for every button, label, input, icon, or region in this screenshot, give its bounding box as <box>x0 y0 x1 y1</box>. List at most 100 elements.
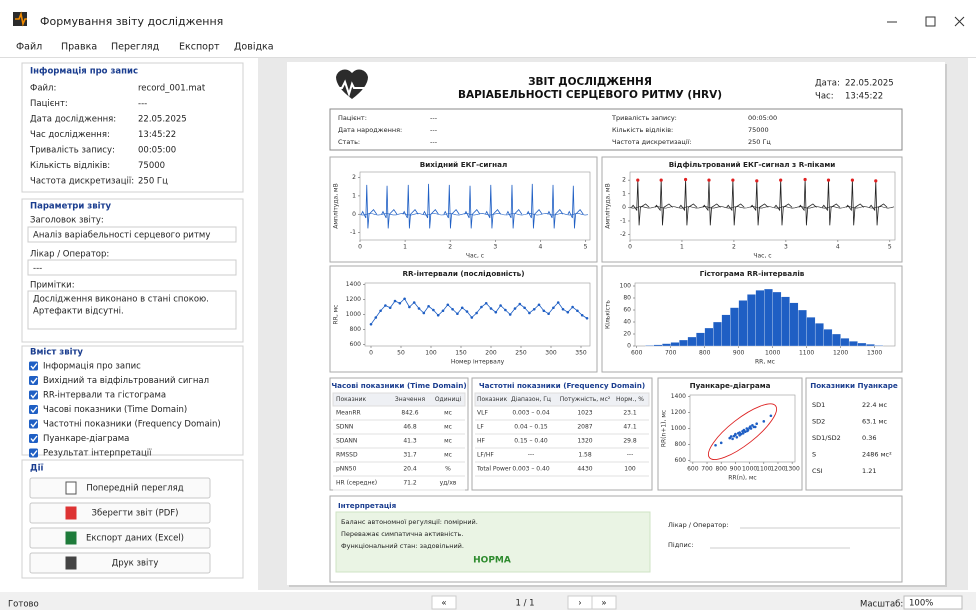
x-tick-label: 300 <box>545 350 557 357</box>
table-cell: 0.15 – 0.40 <box>514 438 548 445</box>
checkbox[interactable] <box>29 448 38 458</box>
x-tick-label: 250 <box>515 350 527 357</box>
table-header: Показник <box>336 396 366 403</box>
y-tick-label: 600 <box>350 341 362 348</box>
field-value: Дослідження виконано в стані спокою. <box>33 295 209 305</box>
rr-point <box>585 316 589 320</box>
report-info-value: 00:05:00 <box>748 114 777 122</box>
rr-point <box>576 309 579 313</box>
field-value: --- <box>33 264 42 274</box>
rr-point <box>446 303 450 307</box>
poincare-metrics-panel <box>805 377 903 491</box>
button-icon <box>65 556 77 570</box>
table-cell: 1023 <box>577 410 592 417</box>
pager-button[interactable] <box>431 595 457 610</box>
rr-point <box>369 322 373 326</box>
table-cell: 31.7 <box>403 452 417 459</box>
checkbox-label: RR-інтервали та гістограма <box>43 391 166 401</box>
rr-point <box>537 303 541 307</box>
rr-point <box>518 302 522 306</box>
metric-label: SD1/SD2 <box>812 434 841 442</box>
poincare-point <box>742 428 746 432</box>
y-tick-label: 1000 <box>671 425 686 432</box>
table-cell: Total Power <box>476 466 512 473</box>
hist-bar <box>687 336 697 347</box>
y-tick-label: -1 <box>620 217 626 224</box>
poincare-point <box>741 431 745 435</box>
checkmark <box>30 363 38 370</box>
report-info-label: Стать: <box>338 138 360 146</box>
hist-bar <box>670 342 680 347</box>
table-cell: HR (середнє) <box>336 480 377 487</box>
checkbox[interactable] <box>29 434 38 443</box>
info-value: 00:05:00 <box>138 146 176 156</box>
date-value: 22.05.2025 <box>845 79 894 89</box>
rr-point <box>508 313 512 316</box>
ecg-beat <box>506 184 523 229</box>
poincare-point <box>719 441 723 445</box>
chart-title: Пуанкаре-діаграма <box>690 381 771 390</box>
hist-bar <box>797 309 807 347</box>
section-title: Вміст звіту <box>30 347 83 358</box>
x-tick-label: 0 <box>628 244 632 251</box>
field-label: Заголовок звіту: <box>30 216 104 226</box>
info-label: Пацієнт: <box>30 99 68 109</box>
rr-point <box>408 305 411 309</box>
rr-point <box>571 305 574 309</box>
rr-point <box>456 312 459 316</box>
chart-panel <box>329 156 598 263</box>
close[interactable] <box>954 16 965 27</box>
x-tick-label: 1100 <box>756 466 771 473</box>
x-tick-label: 600 <box>631 350 643 357</box>
table-cell: 46.8 <box>403 424 417 431</box>
x-tick-label: 3 <box>493 244 497 251</box>
checkbox[interactable] <box>29 376 38 385</box>
hist-bar <box>730 307 739 347</box>
button-label: Попередній перегляд <box>86 484 183 494</box>
content-box <box>21 345 244 456</box>
r-peak <box>659 178 663 182</box>
ecg-beat <box>402 184 419 229</box>
y-tick-label: 40 <box>623 319 631 326</box>
rr-point <box>470 316 474 319</box>
window-title: Формування звіту дослідження <box>40 15 223 28</box>
y-tick-label: 1 <box>352 192 356 199</box>
checkbox[interactable] <box>29 390 38 400</box>
poincare-point <box>746 429 749 433</box>
y-axis-label: RR, мс <box>333 305 340 325</box>
table-header-bg <box>332 392 466 407</box>
chart-title: Вихідний ЕКГ-сигнал <box>420 160 507 169</box>
rr-point <box>432 308 435 312</box>
checkbox[interactable] <box>29 361 38 371</box>
maximize[interactable] <box>925 16 936 27</box>
x-tick-label: 50 <box>397 350 405 357</box>
table-cell: LF/HF <box>477 452 494 459</box>
x-tick-label: 2 <box>732 244 736 251</box>
rr-point <box>528 311 531 315</box>
report-info-label: Дата народження: <box>338 126 402 134</box>
table-cell: HF <box>477 438 486 445</box>
interpretation-line: Баланс автономної регуляції: помірний. <box>341 518 478 526</box>
hist-bar <box>738 300 748 347</box>
table-header: Норм., % <box>616 396 644 403</box>
field-label: Лікар / Оператор: <box>30 250 109 260</box>
checkbox[interactable] <box>29 405 38 414</box>
chart-panel <box>601 156 903 263</box>
chart-panel <box>657 377 803 491</box>
rr-point <box>494 310 498 314</box>
table-cell: 20.4 <box>403 466 417 473</box>
table-cell: MeanRR <box>336 410 361 417</box>
x-tick-label: 900 <box>730 466 742 473</box>
poincare-point <box>749 425 752 428</box>
metric-value: 2486 мс² <box>862 451 892 459</box>
x-tick-label: 1300 <box>785 466 800 473</box>
checkbox[interactable] <box>29 419 38 429</box>
pager-button[interactable] <box>591 595 617 610</box>
rr-point <box>417 307 421 310</box>
hist-bar <box>704 327 714 347</box>
button-label: Зберегти звіт (PDF) <box>92 509 179 519</box>
menu-item: Перегляд <box>111 42 160 53</box>
y-tick-label: 1400 <box>346 281 361 288</box>
table-cell: мс <box>444 410 452 417</box>
hist-bar <box>772 291 782 347</box>
